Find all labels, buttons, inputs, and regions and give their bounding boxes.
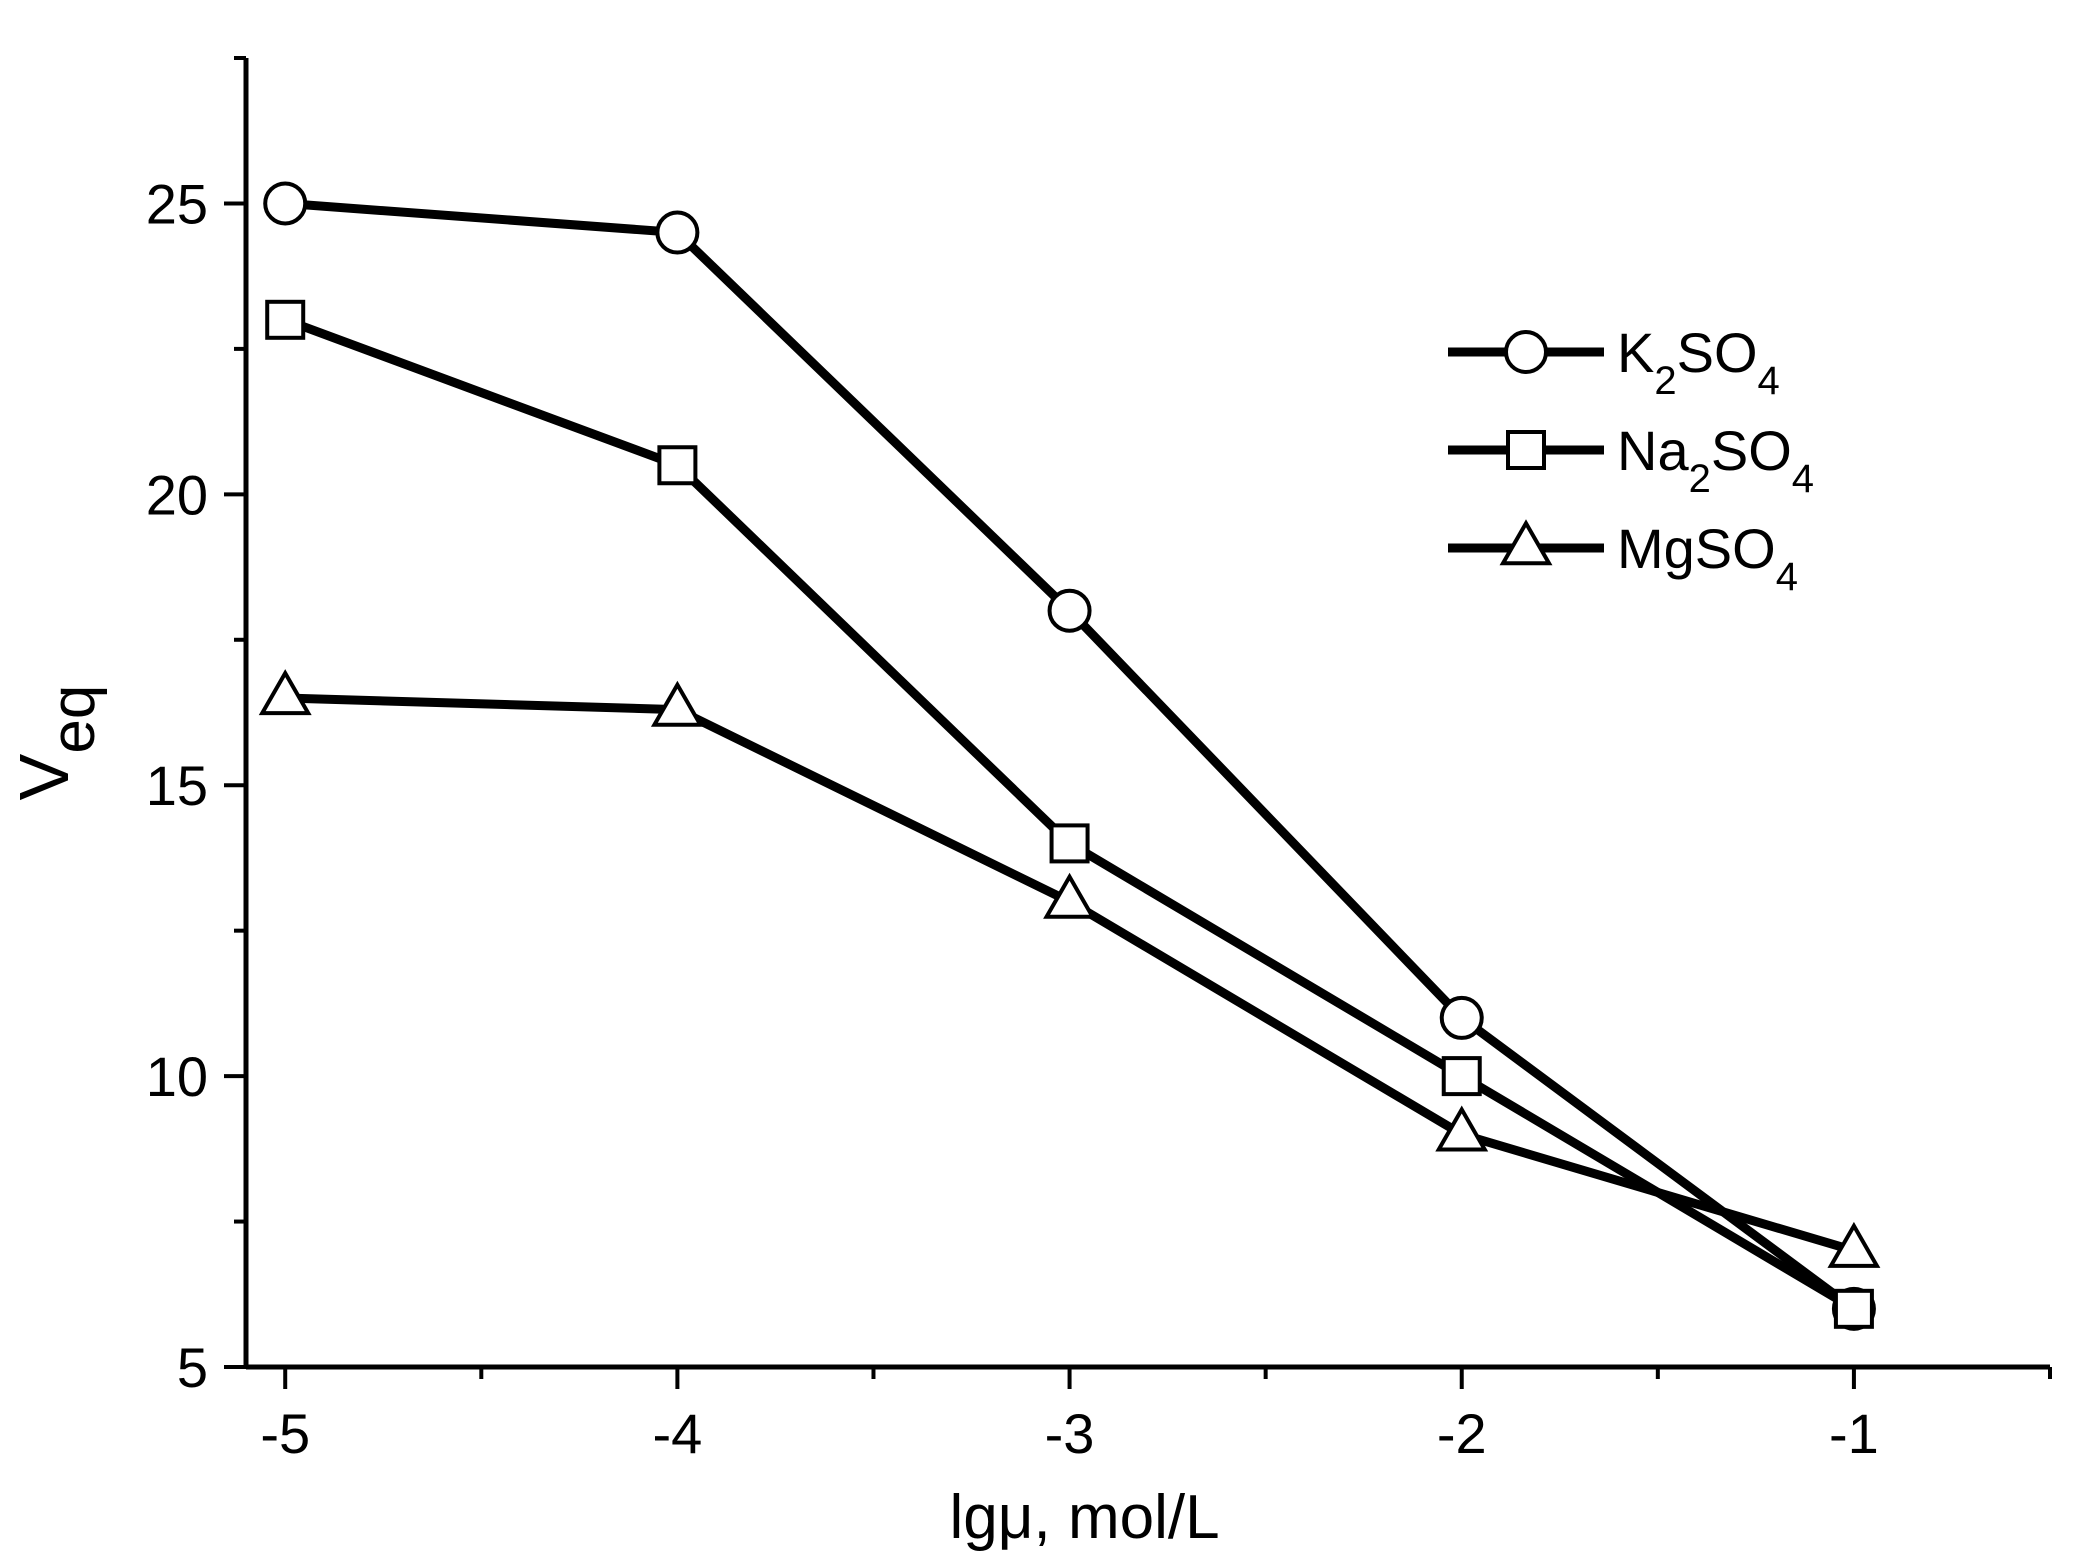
legend-label-part: 4: [1758, 359, 1780, 403]
data-point: [655, 210, 700, 255]
y-tick-label: 15: [146, 754, 208, 817]
legend-entry-K2SO4: K2SO4: [1448, 321, 1780, 403]
legend-label-part: MgSO: [1617, 517, 1776, 580]
legend-label: MgSO4: [1617, 517, 1798, 599]
legend-label-part: 2: [1654, 359, 1676, 403]
y-axis-title: Veq: [5, 685, 108, 801]
legend-label-part: 4: [1776, 555, 1798, 599]
legend-entry-Na2SO4: Na2SO4: [1448, 419, 1814, 501]
legend-entry-MgSO4: MgSO4: [1448, 517, 1798, 599]
data-point: [650, 680, 704, 727]
legend-label-part: SO: [1711, 419, 1792, 482]
y-tick-label: 5: [177, 1336, 208, 1399]
series-layer: [258, 181, 1881, 1331]
legend-label: Na2SO4: [1617, 419, 1814, 501]
data-point: [265, 299, 306, 340]
data-point: [263, 181, 308, 226]
legend-marker: [1506, 430, 1546, 470]
legend-label-part: 2: [1689, 457, 1711, 501]
data-point: [1439, 995, 1484, 1040]
legend-label-part: SO: [1677, 321, 1758, 384]
data-point: [1043, 872, 1097, 919]
y-axis-title-sub: eq: [39, 685, 108, 754]
data-point: [1827, 1221, 1881, 1268]
axes: [243, 58, 2050, 1370]
data-point: [1833, 1288, 1874, 1329]
legend-label-part: Na: [1617, 419, 1689, 482]
x-axis-title: lgμ, mol/L: [950, 1483, 1220, 1552]
legend-marker: [1499, 519, 1553, 566]
data-point: [1049, 823, 1090, 864]
legend-marker: [1504, 330, 1548, 374]
x-tick-label: -5: [260, 1402, 310, 1465]
data-point: [1047, 588, 1092, 633]
ticks: -5 -4 -3 -2 -1 5 10 15 20 25: [146, 56, 2052, 1465]
y-tick-label: 25: [146, 172, 208, 235]
legend-label-part: 4: [1792, 457, 1814, 501]
legend-label-part: K: [1617, 321, 1654, 384]
series-K2SO4: [263, 181, 1876, 1331]
data-point: [258, 669, 312, 716]
y-tick-label: 10: [146, 1045, 208, 1108]
legend-label: K2SO4: [1617, 321, 1780, 403]
series-Na2SO4: [265, 299, 1874, 1329]
data-point: [657, 445, 698, 486]
x-tick-label: -1: [1829, 1402, 1879, 1465]
x-tick-label: -2: [1437, 1402, 1487, 1465]
x-axis-title-text: lgμ, mol/L: [950, 1483, 1220, 1552]
y-tick-label: 20: [146, 463, 208, 526]
series-MgSO4: [258, 669, 1881, 1268]
x-tick-label: -3: [1045, 1402, 1095, 1465]
y-axis-title-main: V: [5, 753, 83, 800]
data-point: [1435, 1105, 1489, 1152]
data-point: [1441, 1056, 1482, 1097]
x-tick-label: -4: [652, 1402, 702, 1465]
